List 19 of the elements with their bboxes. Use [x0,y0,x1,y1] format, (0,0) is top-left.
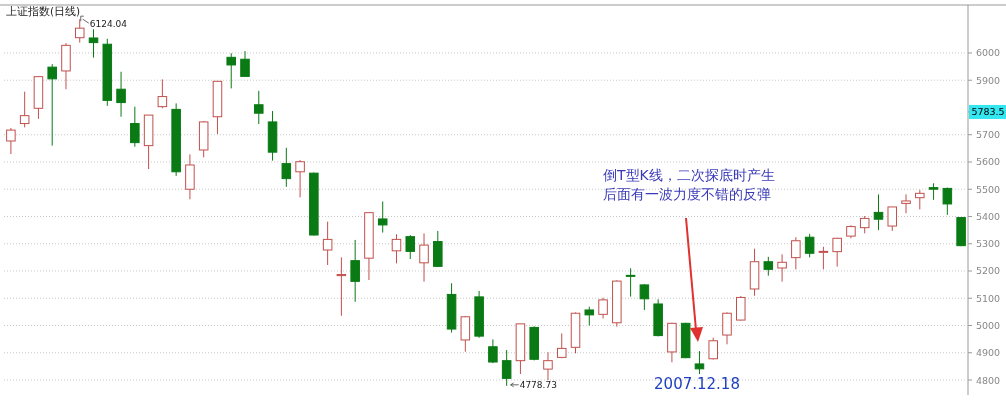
annotation: 后面有一波力度不错的反弹 [603,186,771,202]
annotation: 2007.12.18 [654,375,740,393]
y-tick-label: 5400 [975,210,1001,222]
annotation: 倒T型K线，二次探底时产生 [603,167,775,183]
annotation: 6124.04 [89,19,128,30]
y-tick-label: 5100 [975,292,1001,304]
y-tick-label: 5000 [975,320,1001,331]
y-tick-label: 4800 [975,374,1001,386]
annotation: 4778.73 [519,379,557,390]
y-tick-label: 5700 [975,129,1001,141]
y-tick-label: 4900 [975,347,1001,359]
y-tick-label: 5783.5 [971,106,1005,118]
y-tick-label: 5200 [975,265,1001,277]
y-tick-label: 5600 [975,156,1001,168]
chart-title: 上证指数(日线) [6,5,81,17]
y-tick-label: 5300 [975,238,1001,250]
y-tick-label: 6000 [975,47,1001,59]
y-tick-label: 5500 [975,183,1001,195]
y-tick-label: 5900 [975,74,1001,86]
